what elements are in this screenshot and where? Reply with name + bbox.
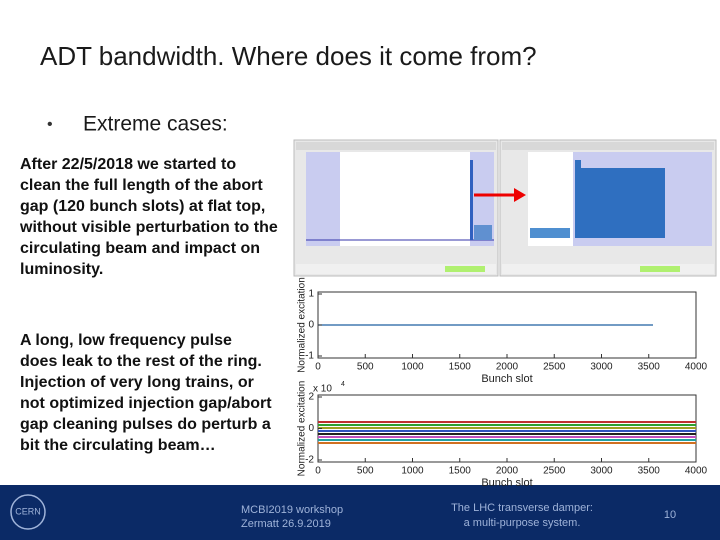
multiplier-exponent: 4 <box>341 381 345 388</box>
x-tick-label: 2000 <box>496 466 519 477</box>
x-tick-label: 3500 <box>638 362 661 373</box>
screenshot-left <box>293 139 499 277</box>
paragraph-line: circulating beam and impact on <box>20 240 260 257</box>
paragraph-line: luminosity. <box>20 261 103 278</box>
paragraph-line: After 22/5/2018 we started to <box>20 156 236 173</box>
x-tick-label: 500 <box>357 466 374 477</box>
y-axis-label: Normalized excitation <box>297 277 308 373</box>
y-tick-label: 0 <box>308 320 314 331</box>
paragraph-line: gap (120 bunch slots) at flat top, <box>20 198 265 215</box>
x-axis-label: Bunch slot <box>481 373 532 385</box>
x-tick-label: 1500 <box>449 362 472 373</box>
bullet-marker: • <box>47 116 53 133</box>
x-tick-label: 0 <box>315 362 321 373</box>
footer-band <box>0 485 720 540</box>
x-axis-label: Bunch slot <box>481 477 532 489</box>
x-tick-label: 3500 <box>638 466 661 477</box>
multiplier-base: x 10 <box>313 384 332 395</box>
paragraph-line: Injection of very long trains, or <box>20 374 254 391</box>
y-tick-label: 0 <box>308 423 314 434</box>
paragraph-line: not optimized injection gap/abort <box>20 395 272 412</box>
x-tick-label: 3000 <box>590 362 613 373</box>
paragraph-line: clean the full length of the abort <box>20 177 263 194</box>
footer-event: Zermatt 26.9.2019 <box>241 518 331 530</box>
plot-lines <box>318 421 696 444</box>
x-tick-label: 3000 <box>590 466 613 477</box>
y-tick-label: -1 <box>305 351 314 362</box>
x-tick-label: 2000 <box>496 362 519 373</box>
footer-talk: a multi-purpose system. <box>464 517 581 529</box>
paragraph-line: does leak to the rest of the ring. <box>20 353 262 370</box>
x-tick-label: 2500 <box>543 362 566 373</box>
x-tick-label: 2500 <box>543 466 566 477</box>
x-tick-label: 1000 <box>401 466 424 477</box>
y-axis-label: Normalized excitation <box>297 381 308 477</box>
x-tick-label: 4000 <box>685 466 708 477</box>
y-tick-label: -2 <box>305 455 314 466</box>
screenshot-right <box>474 139 717 277</box>
x-tick-label: 1000 <box>401 362 424 373</box>
x-tick-label: 0 <box>315 466 321 477</box>
y-tick-label: 1 <box>308 289 314 300</box>
paragraph-line: gap cleaning pulses do perturb a <box>20 416 271 433</box>
x-tick-label: 4000 <box>685 362 708 373</box>
logo-ring <box>10 494 46 530</box>
bullet-text: Extreme cases: <box>83 113 228 136</box>
y-tick-label: 2 <box>308 392 314 403</box>
paragraph-line: A long, low frequency pulse <box>20 332 232 349</box>
footer-talk: The LHC transverse damper: <box>451 502 593 514</box>
x-tick-label: 1500 <box>449 466 472 477</box>
footer-event: MCBI2019 workshop <box>241 504 343 516</box>
footer-logo: CERN <box>15 506 41 516</box>
slide-title: ADT bandwidth. Where does it come from? <box>40 41 537 71</box>
paragraph-line: without visible perturbation to the <box>19 219 278 236</box>
page-number: 10 <box>664 509 676 521</box>
x-tick-label: 500 <box>357 362 374 373</box>
paragraph-line: bit the circulating beam… <box>20 437 216 454</box>
